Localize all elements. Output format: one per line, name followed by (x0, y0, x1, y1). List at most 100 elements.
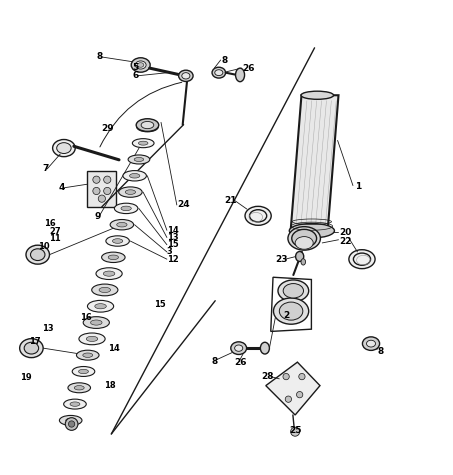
Circle shape (93, 187, 100, 195)
Ellipse shape (231, 342, 246, 354)
Ellipse shape (132, 139, 154, 148)
Text: 14: 14 (108, 343, 120, 352)
Ellipse shape (215, 70, 223, 76)
Ellipse shape (178, 70, 193, 82)
Ellipse shape (64, 399, 86, 409)
Ellipse shape (212, 67, 226, 78)
Ellipse shape (137, 122, 158, 132)
Circle shape (299, 373, 305, 380)
Text: 8: 8 (96, 52, 103, 61)
Ellipse shape (134, 158, 144, 162)
Text: 1: 1 (355, 182, 361, 191)
Text: 14: 14 (167, 226, 178, 235)
Ellipse shape (349, 250, 375, 269)
Ellipse shape (95, 304, 106, 309)
Text: 12: 12 (167, 255, 178, 264)
Ellipse shape (106, 236, 130, 246)
Ellipse shape (141, 122, 154, 129)
Ellipse shape (235, 345, 243, 352)
Ellipse shape (57, 142, 71, 153)
Ellipse shape (86, 336, 98, 342)
Ellipse shape (301, 259, 305, 265)
Text: 20: 20 (339, 228, 352, 238)
Ellipse shape (112, 239, 123, 243)
Circle shape (297, 391, 303, 398)
Ellipse shape (289, 224, 334, 238)
Ellipse shape (143, 124, 152, 129)
Ellipse shape (280, 302, 303, 320)
Text: 23: 23 (275, 255, 287, 264)
Ellipse shape (236, 68, 245, 82)
Ellipse shape (131, 58, 150, 72)
Text: 2: 2 (283, 311, 289, 320)
Text: 22: 22 (339, 237, 352, 246)
Circle shape (65, 418, 78, 430)
Ellipse shape (125, 190, 135, 194)
Text: 9: 9 (95, 212, 101, 221)
Ellipse shape (292, 229, 317, 247)
Text: 24: 24 (178, 200, 190, 209)
Ellipse shape (250, 210, 267, 222)
Ellipse shape (117, 222, 127, 227)
Ellipse shape (53, 140, 75, 157)
Ellipse shape (182, 73, 190, 79)
Text: 8: 8 (378, 347, 384, 356)
Ellipse shape (66, 418, 76, 423)
Ellipse shape (72, 367, 95, 377)
Text: 7: 7 (43, 164, 49, 173)
Ellipse shape (26, 245, 49, 264)
Text: 15: 15 (167, 240, 178, 249)
Ellipse shape (301, 91, 333, 99)
Ellipse shape (92, 284, 118, 296)
Text: 13: 13 (42, 324, 54, 333)
Ellipse shape (74, 386, 84, 390)
Ellipse shape (130, 173, 140, 178)
Text: 10: 10 (38, 242, 49, 251)
Circle shape (104, 187, 111, 195)
Text: 8: 8 (221, 56, 227, 65)
Text: 13: 13 (167, 233, 178, 242)
Circle shape (93, 176, 100, 183)
Text: 4: 4 (58, 183, 65, 192)
Ellipse shape (91, 320, 102, 325)
Ellipse shape (96, 268, 122, 279)
Ellipse shape (366, 340, 376, 347)
Text: 11: 11 (49, 234, 61, 243)
Ellipse shape (110, 219, 134, 230)
Ellipse shape (59, 416, 82, 426)
Bar (87, 171, 116, 207)
Text: 28: 28 (262, 372, 274, 381)
Ellipse shape (245, 206, 271, 225)
Ellipse shape (30, 249, 45, 260)
Ellipse shape (278, 280, 308, 302)
Ellipse shape (99, 287, 111, 293)
Circle shape (285, 396, 292, 402)
Ellipse shape (296, 251, 304, 261)
Ellipse shape (108, 255, 119, 260)
Text: 26: 26 (234, 358, 247, 367)
Text: 16: 16 (43, 218, 55, 228)
Ellipse shape (115, 203, 138, 214)
Ellipse shape (283, 284, 304, 298)
Ellipse shape (77, 350, 99, 360)
Polygon shape (266, 362, 320, 415)
Polygon shape (291, 95, 338, 231)
Ellipse shape (128, 155, 150, 164)
Text: 21: 21 (224, 196, 237, 205)
Ellipse shape (83, 317, 109, 328)
Text: 17: 17 (29, 337, 40, 346)
Ellipse shape (139, 141, 148, 145)
Ellipse shape (260, 342, 270, 354)
Text: 25: 25 (289, 426, 301, 435)
Text: 15: 15 (154, 300, 166, 309)
Ellipse shape (138, 63, 144, 67)
Ellipse shape (87, 300, 114, 312)
Ellipse shape (70, 402, 80, 406)
Ellipse shape (79, 333, 105, 345)
Ellipse shape (19, 339, 43, 358)
Ellipse shape (123, 171, 146, 181)
Ellipse shape (83, 353, 93, 357)
Text: 19: 19 (19, 373, 31, 382)
Ellipse shape (135, 61, 146, 69)
Ellipse shape (78, 369, 88, 374)
